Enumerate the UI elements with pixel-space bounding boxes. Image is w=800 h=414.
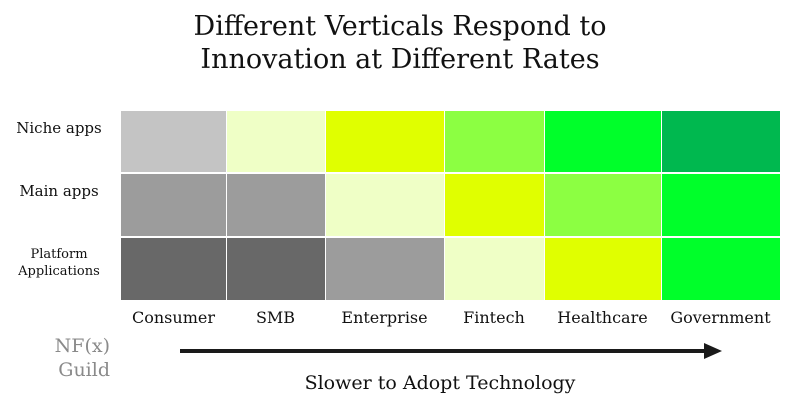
- row-label: Niche apps: [0, 119, 118, 137]
- row-label: Platform Applications: [0, 246, 118, 280]
- heatmap-cell: [662, 111, 780, 172]
- heatmap-cell: [121, 238, 226, 300]
- x-axis-caption: Slower to Adopt Technology: [304, 372, 576, 394]
- heatmap-cell: [121, 174, 226, 236]
- heatmap-cell: [545, 111, 661, 172]
- column-label: Consumer: [132, 308, 215, 327]
- title-line-1: Different Verticals Respond to: [193, 11, 607, 42]
- chart-title: Different Verticals Respond to Innovatio…: [0, 10, 800, 76]
- heatmap-cell: [326, 238, 444, 300]
- heatmap-cell: [227, 238, 325, 300]
- heatmap-cell: [445, 238, 544, 300]
- heatmap-cell: [445, 174, 544, 236]
- column-label: Government: [670, 308, 771, 327]
- heatmap-cell: [227, 111, 325, 172]
- heatmap-cell: [545, 238, 661, 300]
- arrow-right-icon: [180, 343, 722, 359]
- nfx-guild-logo: NF(x) Guild: [50, 334, 110, 382]
- heatmap-cell: [227, 174, 325, 236]
- heatmap-cell: [662, 238, 780, 300]
- column-label: Healthcare: [557, 308, 648, 327]
- heatmap-cell: [662, 174, 780, 236]
- heatmap-cell: [545, 174, 661, 236]
- row-label-line: Applications: [18, 264, 100, 279]
- row-label: Main apps: [0, 182, 118, 200]
- row-label-line: Platform: [30, 247, 88, 262]
- column-label: Enterprise: [341, 308, 428, 327]
- column-label: SMB: [255, 308, 296, 327]
- title-line-2: Innovation at Different Rates: [200, 44, 600, 75]
- column-label: Fintech: [463, 308, 525, 327]
- logo-line-2: Guild: [58, 359, 110, 381]
- heatmap-cell: [326, 111, 444, 172]
- heatmap-cell: [121, 111, 226, 172]
- heatmap-cell: [445, 111, 544, 172]
- row-label-line: Main apps: [19, 182, 99, 200]
- logo-line-1: NF(x): [54, 335, 110, 357]
- heatmap-cell: [326, 174, 444, 236]
- row-label-line: Niche apps: [16, 119, 102, 137]
